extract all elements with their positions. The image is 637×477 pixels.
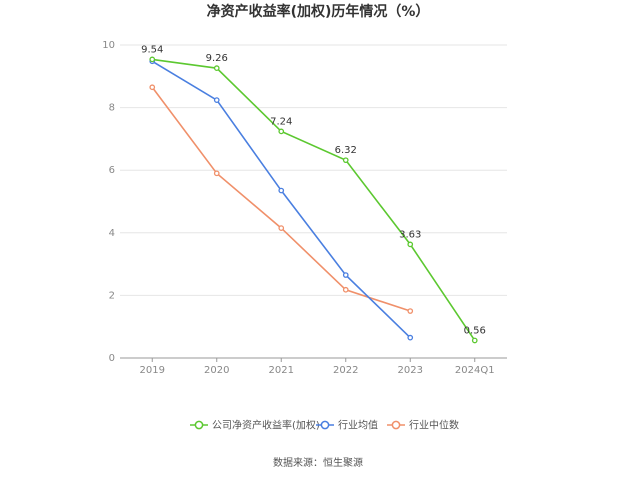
legend-marker xyxy=(391,420,401,430)
data-label: 9.54 xyxy=(141,44,163,55)
y-tick-label: 8 xyxy=(109,103,115,114)
series-0 xyxy=(149,56,478,344)
data-label: 9.26 xyxy=(206,53,228,64)
y-tick-label: 6 xyxy=(109,165,115,176)
x-tick-label: 2020 xyxy=(204,365,229,376)
axes: 0 2 4 6 8 10 2019 2020 2021 2022 2023 2024Q1 xyxy=(102,40,507,376)
data-point xyxy=(278,225,285,231)
data-point xyxy=(213,170,220,177)
data-point xyxy=(407,241,414,248)
source-note: 数据来源：恒生聚源 xyxy=(273,456,363,469)
x-tick-label: 2024Q1 xyxy=(455,365,495,376)
legend: 公司净资产收益率(加权) 行业均值 行业中位数 xyxy=(190,419,459,432)
data-point xyxy=(278,187,285,194)
series-line xyxy=(152,58,476,341)
data-point xyxy=(342,272,349,278)
legend-item[interactable]: 行业均值 xyxy=(316,419,378,432)
legend-label: 公司净资产收益率(加权) xyxy=(212,419,320,432)
y-tick-label: 0 xyxy=(109,353,115,364)
data-point xyxy=(342,286,349,293)
series-line xyxy=(151,60,411,339)
legend-marker xyxy=(320,420,330,430)
x-tick-label: 2019 xyxy=(140,365,165,376)
y-tick-label: 4 xyxy=(109,228,115,239)
data-point xyxy=(407,308,414,314)
legend-label: 行业中位数 xyxy=(409,419,459,432)
data-label: 7.24 xyxy=(270,116,292,127)
data-point xyxy=(278,128,285,135)
data-point xyxy=(407,334,414,341)
data-point xyxy=(471,337,478,344)
legend-item[interactable]: 行业中位数 xyxy=(387,419,459,432)
data-label: 6.32 xyxy=(335,145,357,156)
data-labels: 9.54 9.26 7.24 6.32 3.63 0.56 xyxy=(141,44,486,336)
x-tick-label: 2022 xyxy=(333,365,358,376)
data-point xyxy=(149,84,156,91)
series-layer xyxy=(149,56,478,344)
data-point xyxy=(342,157,349,164)
chart-title: 净资产收益率(加权)历年情况（%） xyxy=(207,3,430,20)
data-point xyxy=(213,97,220,103)
data-label: 3.63 xyxy=(399,229,421,240)
x-tick-label: 2023 xyxy=(398,365,423,376)
data-point xyxy=(213,65,220,72)
legend-label: 行业均值 xyxy=(338,419,378,432)
legend-item[interactable]: 公司净资产收益率(加权) xyxy=(190,419,320,432)
y-tick-label: 10 xyxy=(102,40,115,51)
data-label: 0.56 xyxy=(464,325,486,336)
series-1 xyxy=(149,58,414,341)
x-tick-label: 2021 xyxy=(269,365,294,376)
data-point xyxy=(149,56,156,63)
legend-marker xyxy=(194,420,204,430)
grid-lines xyxy=(120,44,507,296)
y-tick-label: 2 xyxy=(109,290,115,301)
